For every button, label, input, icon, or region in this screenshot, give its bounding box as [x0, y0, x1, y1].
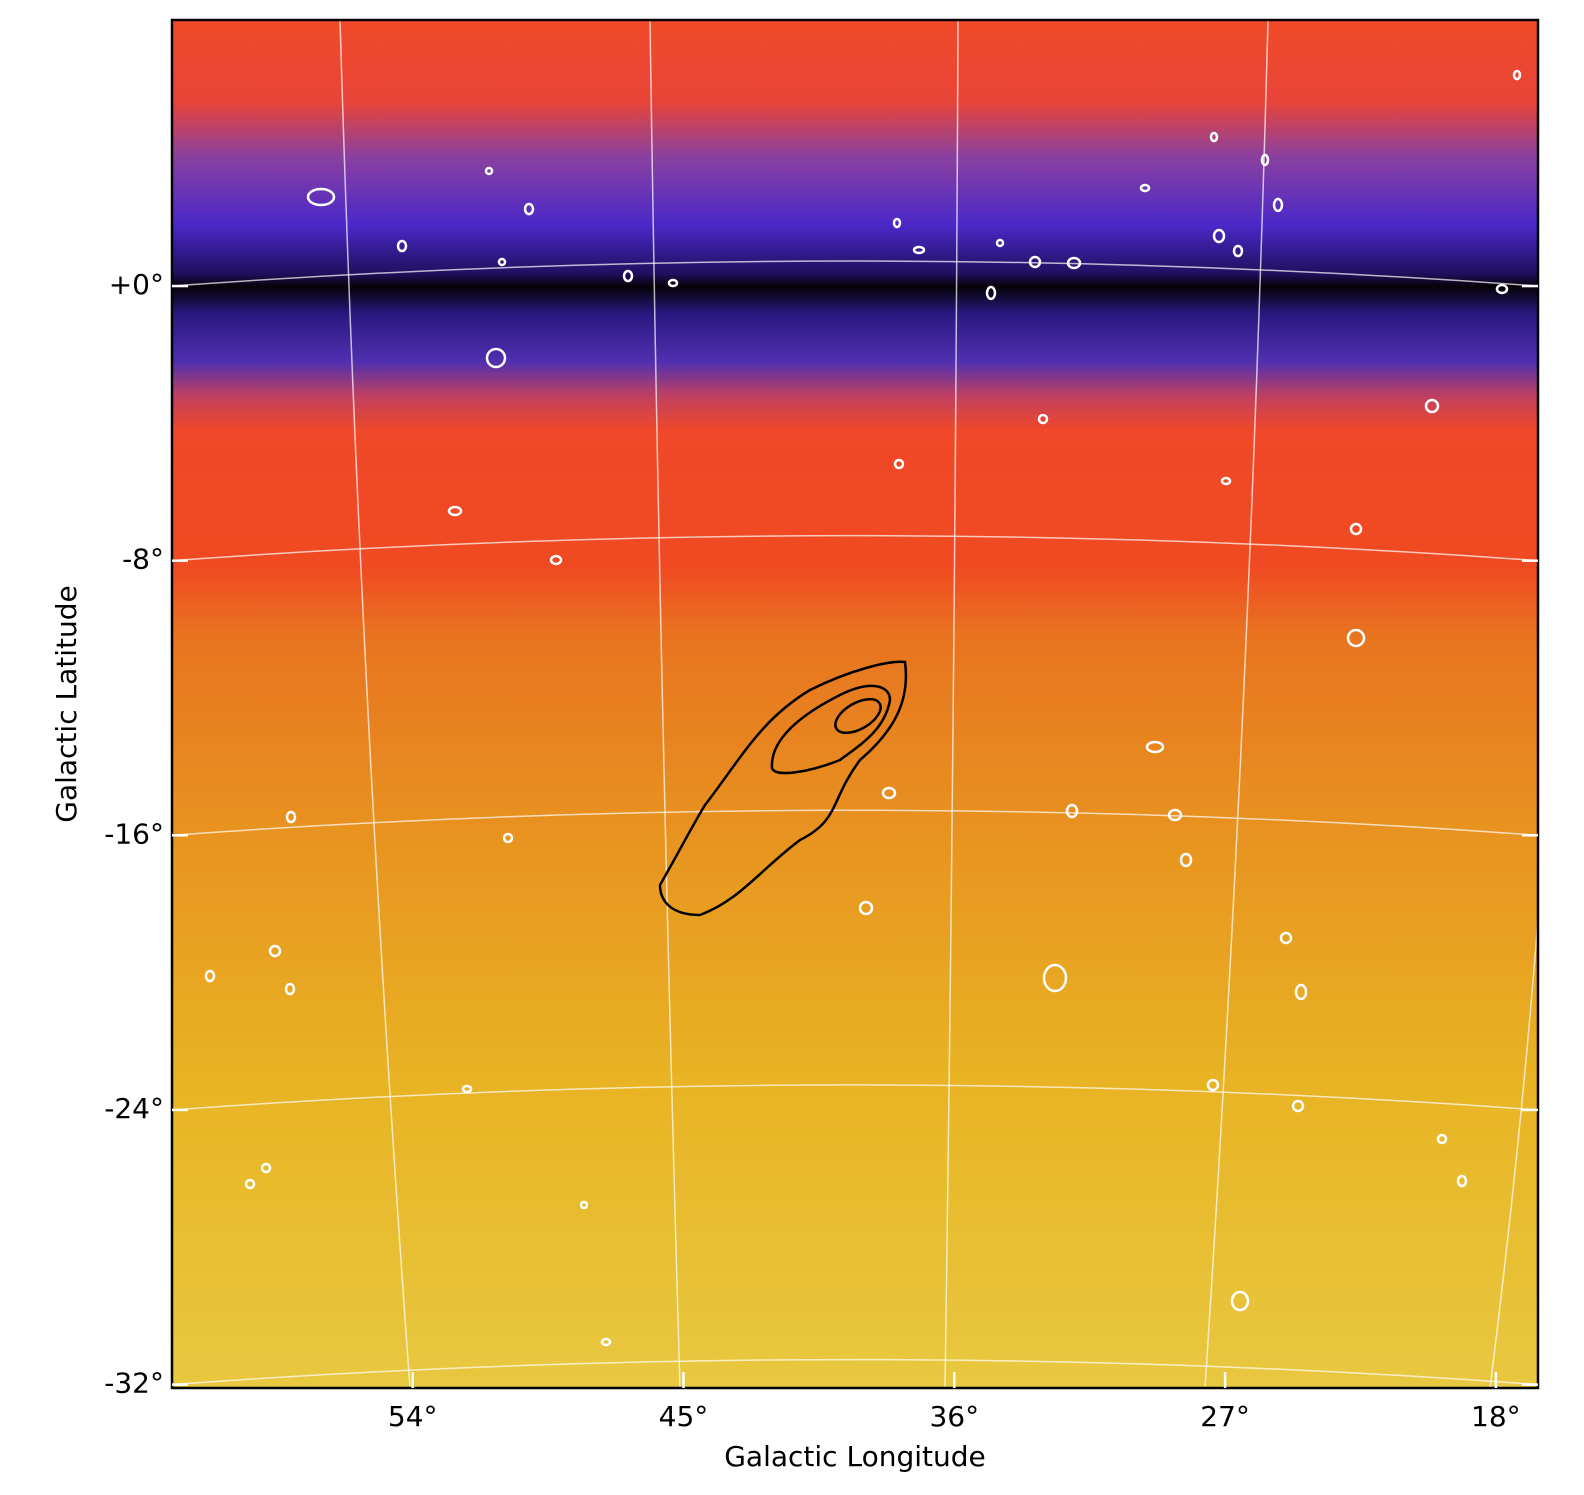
y-tick-label: -32°	[104, 1367, 164, 1400]
x-tick-label: 54°	[388, 1400, 438, 1433]
x-axis-label: Galactic Longitude	[724, 1440, 986, 1473]
grid-line	[171, 1358, 1539, 1386]
sources	[204, 69, 1522, 1347]
contours	[658, 660, 908, 917]
meridians	[339, 19, 1539, 1389]
grid-line	[171, 534, 1539, 562]
x-tick-label: 45°	[659, 1400, 709, 1433]
y-tick-label: -16°	[104, 817, 164, 850]
x-tick-label: 18°	[1471, 1400, 1521, 1433]
y-tick-label: +0°	[109, 268, 164, 301]
grid	[171, 260, 1539, 1386]
grid-line	[171, 809, 1539, 837]
plot-frame	[170, 18, 1540, 1390]
y-tick-label: -8°	[122, 543, 164, 576]
grid-line	[171, 1084, 1539, 1111]
y-tick-label: -24°	[104, 1092, 164, 1125]
grid-line	[171, 260, 1539, 287]
x-tick-label: 36°	[929, 1400, 979, 1433]
y-axis-label: Galactic Latitude	[50, 585, 83, 822]
x-tick-label: 27°	[1200, 1400, 1250, 1433]
